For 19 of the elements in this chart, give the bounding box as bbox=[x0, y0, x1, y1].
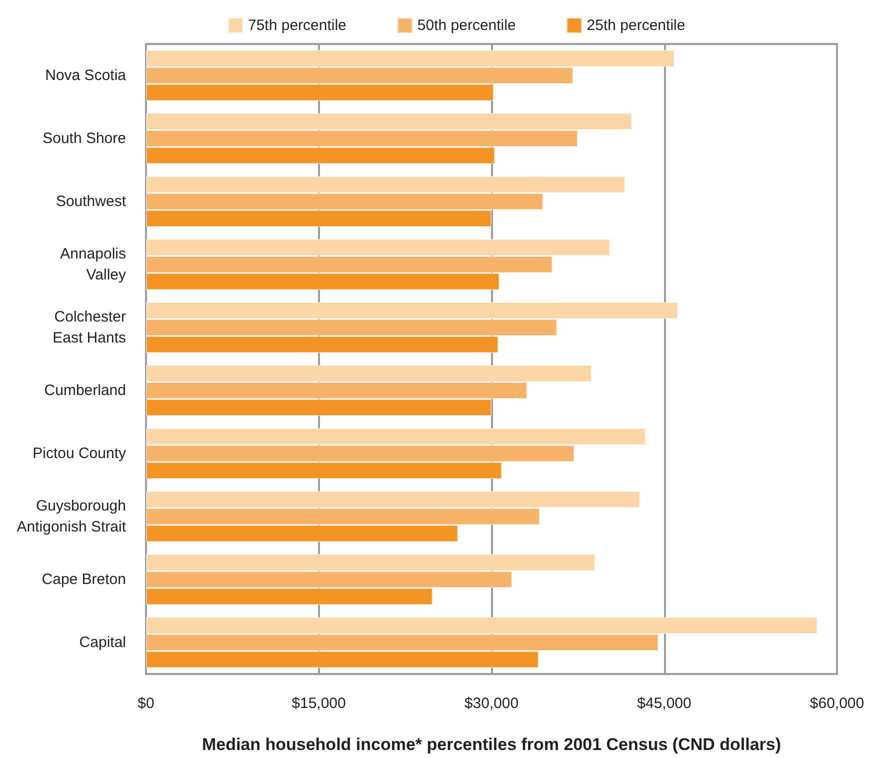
x-tick-label: $0 bbox=[138, 695, 154, 712]
y-tick-label: Nova Scotia bbox=[45, 67, 127, 84]
x-tick-label: $60,000 bbox=[810, 695, 864, 712]
y-tick-label: Guysborough Antigonish Strait bbox=[16, 498, 127, 536]
y-tick-label: Cumberland bbox=[44, 382, 126, 399]
legend-label: 50th percentile bbox=[417, 17, 516, 34]
y-tick-label: Colchester East Hants bbox=[52, 308, 126, 346]
x-tick-label: $45,000 bbox=[637, 695, 692, 712]
y-tick-label: Southwest bbox=[56, 193, 127, 210]
y-tick-label: South Shore bbox=[42, 130, 126, 147]
y-tick-label: Pictou County bbox=[32, 445, 126, 462]
x-axis-title: Median household income* percentiles from 2001 Census (CND dollars) bbox=[202, 735, 782, 754]
y-tick-label: Capital bbox=[79, 634, 126, 651]
x-tick-label: $30,000 bbox=[464, 695, 519, 712]
x-tick-label: $15,000 bbox=[292, 695, 346, 712]
y-tick-label: Annapolis Valley bbox=[60, 246, 126, 284]
y-tick-label: Cape Breton bbox=[42, 571, 126, 588]
legend-label: 25th percentile bbox=[586, 17, 686, 34]
legend-label: 75th percentile bbox=[248, 17, 346, 34]
